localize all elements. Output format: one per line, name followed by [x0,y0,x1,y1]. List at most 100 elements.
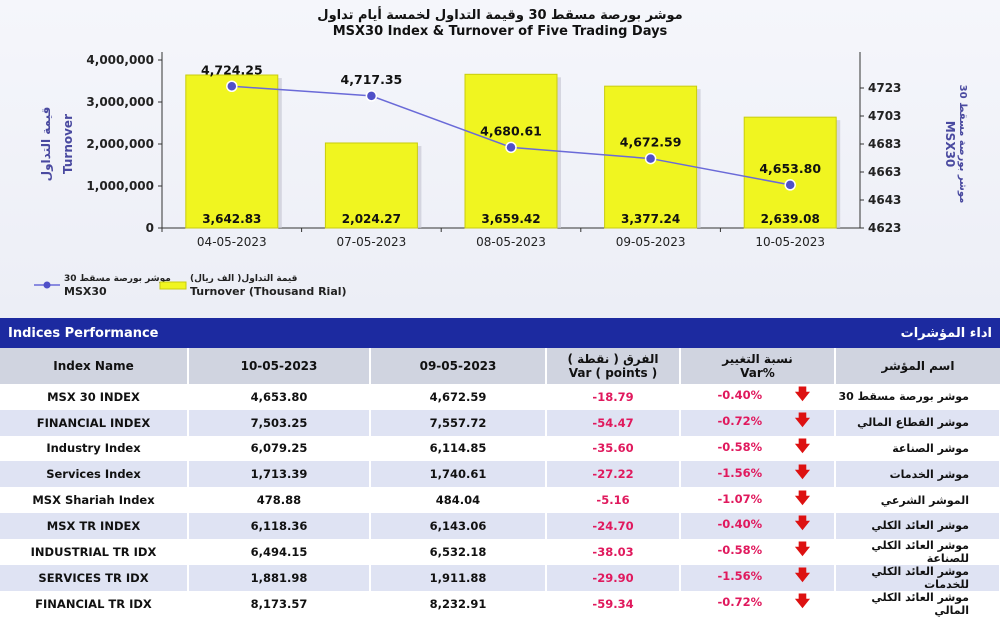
header-date1: 10-05-2023 [188,348,371,384]
left-tick-label: 4,000,000 [86,53,154,67]
index-name-ar-cell: موشر العائد الكلي [835,512,1000,539]
chart-area: موشر بورصة مسقط 30 وقيمة التداول لخمسة أ… [0,0,1000,318]
value-date2-cell: 6,114.85 [370,435,547,462]
x-tick-label: 08-05-2023 [476,235,546,249]
header-index-name: Index Name [0,348,189,384]
table-row: FINANCIAL INDEX 7,503.25 7,557.72 -54.47 -0.… [0,409,1000,436]
right-tick-label: 4663 [868,165,901,179]
value-date2-cell: 6,143.06 [370,512,547,539]
msx30-value-label: 4,717.35 [341,72,403,87]
down-arrow-icon: 🡇 [794,488,811,507]
value-date1-cell: 7,503.25 [188,409,371,436]
x-tick-label: 09-05-2023 [616,235,686,249]
left-axis-title: Turnover [61,114,75,174]
indices-table: Index Name 10-05-2023 09-05-2023 الفرق (… [0,348,1000,617]
msx30-value-label: 4,653.80 [759,161,821,176]
legend-bar-swatch [159,281,187,290]
header-var: الفرق ( نقطة ) Var ( points ) [546,348,681,384]
var-pct-value: -0.72% [717,414,763,429]
header-var-ar: الفرق ( نقطة ) [567,352,659,366]
header-date2: 09-05-2023 [370,348,547,384]
table-row: FINANCIAL TR IDX 8,173.57 8,232.91 -59.34 -0… [0,590,1000,617]
value-date1-cell: 6,079.25 [188,435,371,462]
value-date2-cell: 1,740.61 [370,461,547,488]
value-date2-cell: 7,557.72 [370,409,547,436]
index-name-ar-cell: موشر العائد الكلي للخدمات [835,564,1000,591]
msx30-point [505,141,517,154]
var-points-cell: -27.22 [546,461,681,488]
left-tick-label: 0 [146,221,154,235]
var-points-cell: -18.79 [546,384,681,410]
table-row: MSX TR INDEX 6,118.36 6,143.06 -24.70 -0.40%… [0,512,1000,539]
index-name-ar-cell: موشر الخدمات [835,461,1000,488]
var-pct-value: -0.40% [717,517,763,532]
x-tick-label: 04-05-2023 [197,235,267,249]
performance-title-ar: اداء المؤشرات [900,325,992,341]
var-points-cell: -35.60 [546,435,681,462]
msx30-point [644,152,657,165]
index-name-ar-cell: موشر بورصة مسقط 30 [835,384,1000,410]
var-pct-value: -0.40% [717,388,763,403]
var-pct-value: -0.58% [717,439,763,454]
down-arrow-icon: 🡇 [794,436,811,455]
var-pct-value: -0.58% [717,543,763,558]
down-arrow-icon: 🡇 [794,566,811,585]
left-axis-title-ar: قيمة التداول [39,107,54,182]
index-name-cell: FINANCIAL INDEX [0,409,189,436]
msx30-point [365,90,378,102]
value-date2-cell: 8,232.91 [370,590,547,617]
index-name-ar-cell: موشر القطاع المالي [835,409,1000,436]
legend-msx30: MSX30 [64,285,107,298]
turnover-bar [324,142,418,229]
turnover-bar [185,74,279,229]
msx30-value-label: 4,724.25 [201,62,263,77]
header-name-ar: اسم المؤشر [835,348,1000,384]
var-pct-cell: -1.56% 🡇 [680,461,836,488]
value-date2-cell: 1,911.88 [370,564,547,591]
x-tick-label: 10-05-2023 [755,235,825,249]
right-tick-label: 4683 [868,137,901,151]
bar-value-label: 2,639.08 [761,212,820,226]
chart-title: MSX30 Index & Turnover of Five Trading D… [333,24,668,39]
bar-value-label: 3,659.42 [481,212,540,226]
down-arrow-icon: 🡇 [794,592,811,611]
table-row: MSX Shariah Index 478.88 484.04 -5.16 -1.07%… [0,487,1000,513]
chart-title-ar: موشر بورصة مسقط 30 وقيمة التداول لخمسة أ… [317,6,682,23]
var-pct-value: -0.72% [717,595,763,610]
bar-value-label: 3,377.24 [621,212,680,226]
turnover-bar [743,116,837,229]
down-arrow-icon: 🡇 [794,462,811,481]
var-pct-value: -1.56% [717,569,763,584]
down-arrow-icon: 🡇 [794,385,811,404]
legend-turnover-ar: قيمة التداول( الف ريال) [190,274,298,284]
header-var-en: Var ( points ) [568,366,658,380]
index-name-cell: MSX 30 INDEX [0,384,189,410]
down-arrow-icon: 🡇 [794,540,811,559]
x-tick-label: 07-05-2023 [337,235,407,249]
msx30-point [226,80,238,92]
index-name-ar-cell: موشر العائد الكلي للصناعة [835,538,1000,565]
legend-turnover: Turnover (Thousand Rial) [190,285,347,298]
table-header-row: Index Name 10-05-2023 09-05-2023 الفرق (… [0,348,1000,384]
right-axis-title: MSX30 [943,121,957,168]
down-arrow-icon: 🡇 [794,514,811,533]
value-date1-cell: 8,173.57 [188,590,371,617]
value-date1-cell: 4,653.80 [188,384,371,410]
header-varpct-en: Var% [740,366,775,380]
index-name-ar-cell: الموشر الشرعي [835,487,1000,513]
performance-header: Indices Performance اداء المؤشرات [0,318,1000,348]
legend-line-marker [43,281,51,289]
right-axis-title-ar: موشر بورصة مسقط 30 [957,85,968,204]
index-name-cell: Services Index [0,461,189,488]
var-pct-cell: -0.72% 🡇 [680,590,836,617]
var-points-cell: -38.03 [546,538,681,565]
left-tick-label: 2,000,000 [86,137,154,151]
header-varpct-ar: نسبة التغيير [722,352,793,366]
value-date2-cell: 484.04 [370,487,547,513]
msx30-value-label: 4,672.59 [620,135,682,150]
index-name-cell: MSX TR INDEX [0,512,189,539]
table-row: MSX 30 INDEX 4,653.80 4,672.59 -18.79 -0.40%… [0,384,1000,410]
var-points-cell: -24.70 [546,512,681,539]
msx30-value-label: 4,680.61 [480,123,542,138]
left-tick-label: 3,000,000 [86,95,154,109]
